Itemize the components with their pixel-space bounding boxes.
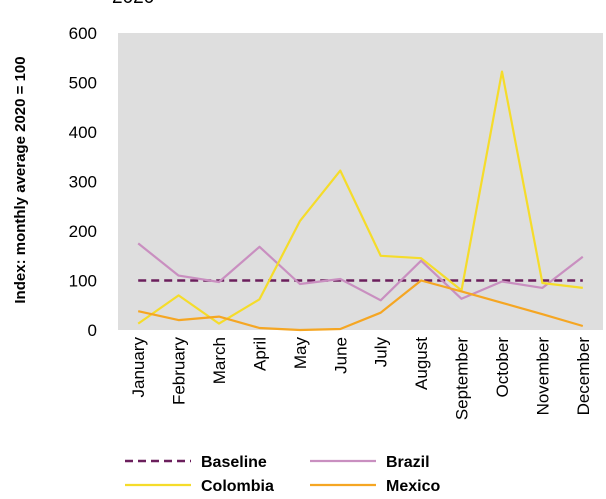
x-tick-label: August [412, 337, 431, 390]
x-tick-label: June [331, 337, 350, 374]
y-tick-label: 200 [69, 222, 97, 241]
y-tick-label: 0 [88, 321, 97, 340]
legend-label-colombia: Colombia [201, 478, 274, 495]
x-tick-label: July [372, 337, 391, 368]
legend-label-brazil: Brazil [386, 454, 430, 471]
x-tick-label: September [453, 337, 472, 420]
y-tick-label: 600 [69, 24, 97, 43]
x-tick-label: February [170, 337, 189, 406]
y-tick-label: 400 [69, 123, 97, 142]
series-line-brazil [137, 242, 584, 302]
series-line-colombia [137, 70, 583, 325]
chart-title-fragment: 2020 [112, 0, 154, 8]
x-tick-label: May [291, 337, 310, 370]
y-tick-label: 500 [69, 74, 97, 93]
series-lines [137, 70, 584, 332]
x-tick-label: November [533, 337, 552, 416]
legend-label-baseline: Baseline [201, 454, 267, 471]
x-tick-label: December [574, 337, 593, 416]
legend: Baseline Brazil Colombia Mexico [125, 454, 440, 495]
y-tick-labels: 0 100 200 300 400 500 600 [69, 24, 97, 340]
x-tick-label: March [210, 337, 229, 384]
x-tick-label: October [493, 337, 512, 398]
y-tick-label: 100 [69, 272, 97, 291]
y-axis-title: Index: monthly average 2020 = 100 [12, 56, 29, 303]
series-line-mexico [137, 279, 584, 332]
x-tick-label: January [129, 337, 148, 398]
x-tick-label: April [250, 337, 269, 371]
legend-label-mexico: Mexico [386, 478, 440, 495]
x-tick-labels: January February March April May June July Augu… [129, 337, 593, 421]
y-tick-label: 300 [69, 173, 97, 192]
